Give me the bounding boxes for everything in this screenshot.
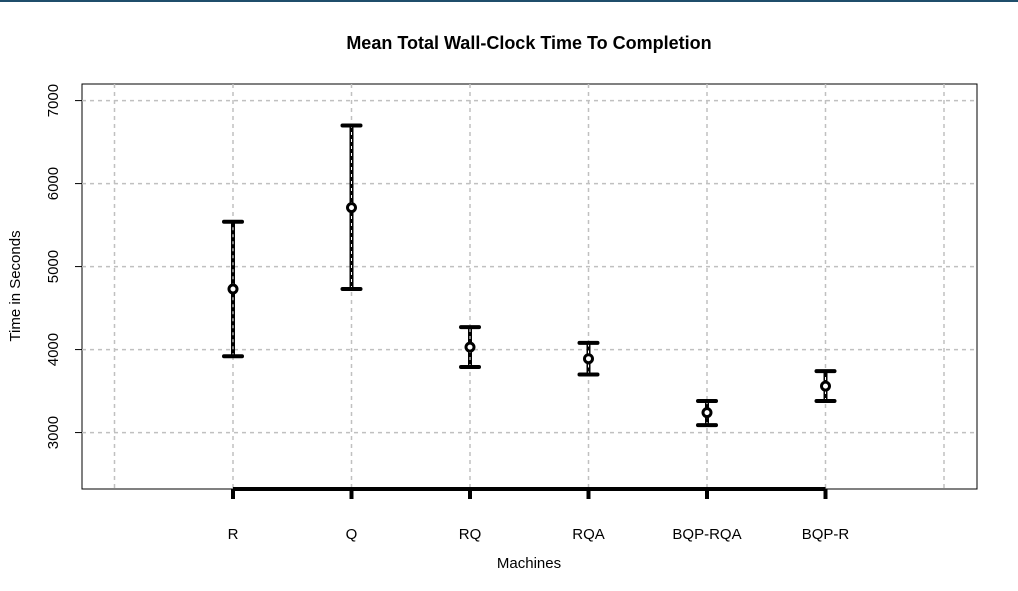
mean-point [346, 202, 357, 214]
x-tick-label: BQP-R [802, 526, 850, 543]
y-tick-label: 5000 [45, 250, 62, 283]
y-tick-label: 7000 [45, 84, 62, 117]
error-bars [222, 123, 837, 428]
y-axis-label: Time in Seconds [7, 230, 24, 341]
mean-point [583, 353, 594, 365]
x-axis-label: Machines [497, 555, 561, 572]
mean-point [701, 407, 713, 419]
chart-title: Mean Total Wall-Clock Time To Completion [346, 33, 711, 53]
error-bar-r [222, 219, 244, 359]
y-axis: 3000 4000 5000 6000 7000 [45, 84, 82, 449]
mean-point [820, 380, 831, 392]
x-axis: R Q RQ RQA BQP-RQA BQP-R [228, 487, 850, 543]
x-tick-label: RQ [459, 526, 482, 543]
mean-point [464, 341, 476, 353]
x-tick-label: BQP-RQA [672, 526, 741, 543]
error-bar-bqp-rqa [696, 399, 718, 428]
plot-area-border [81, 83, 978, 490]
window-top-bar [0, 0, 1018, 2]
y-tick-label: 4000 [45, 333, 62, 366]
grid-lines [82, 84, 977, 489]
x-tick-label: RQA [572, 526, 605, 543]
x-tick-label: Q [346, 526, 358, 543]
x-tick-label: R [228, 526, 239, 543]
mean-point [227, 283, 239, 295]
error-bar-rq [459, 325, 481, 370]
y-tick-label: 3000 [45, 416, 62, 449]
error-bar-bqp-r [814, 369, 837, 404]
y-tick-label: 6000 [45, 167, 62, 200]
error-bar-rqa [577, 340, 600, 377]
error-bar-q [340, 123, 363, 291]
